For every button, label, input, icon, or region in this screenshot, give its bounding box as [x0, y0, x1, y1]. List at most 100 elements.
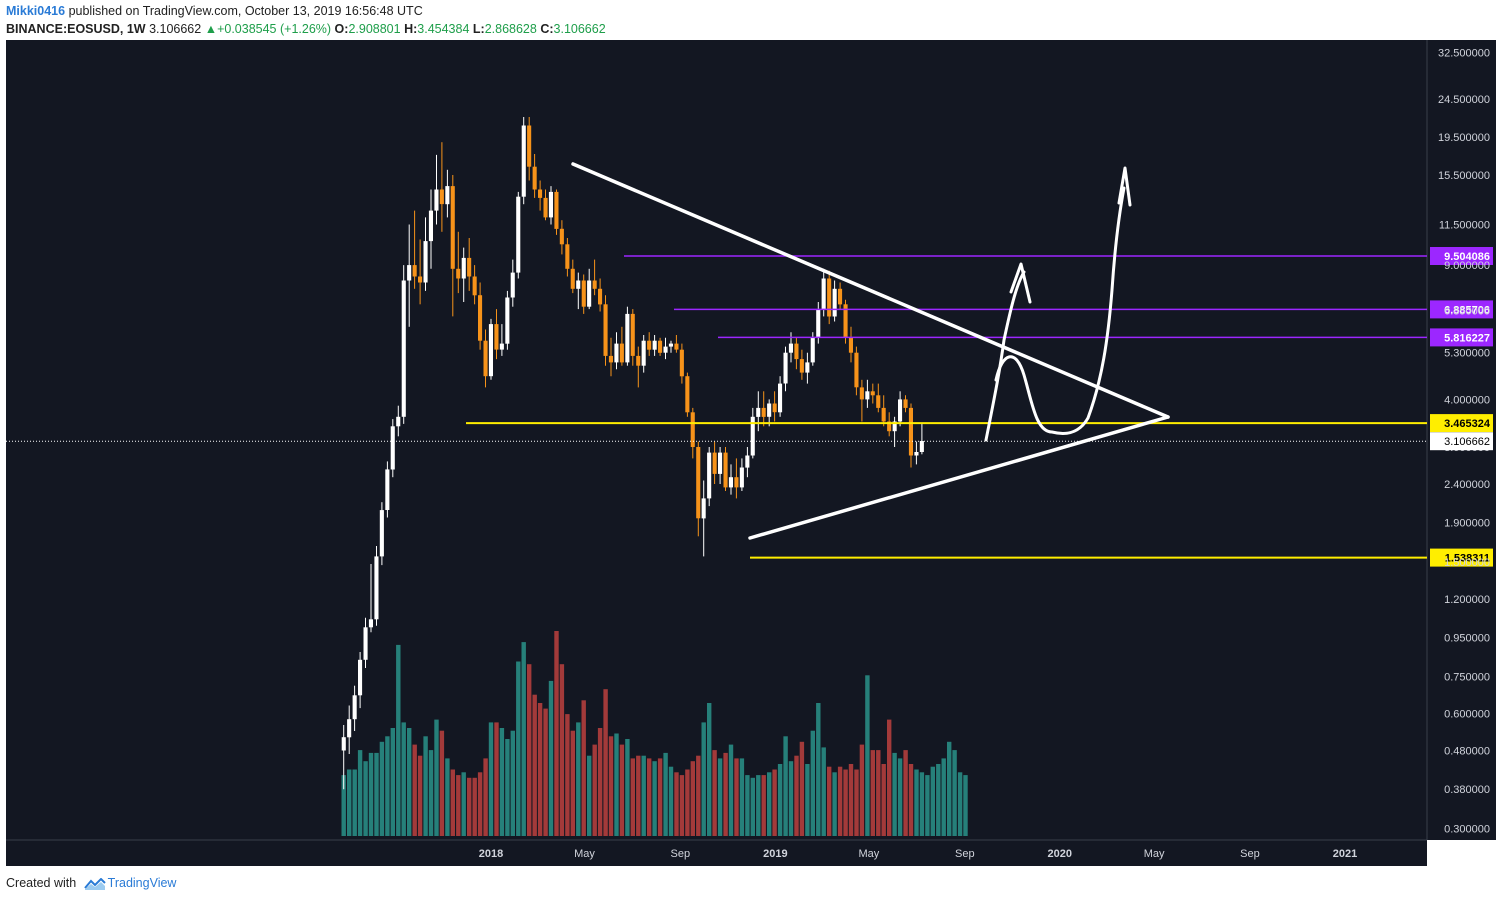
candle [559, 220, 564, 255]
volume-bar [925, 775, 930, 836]
price-level-label: 1.538311 [1445, 553, 1490, 565]
candle [428, 189, 433, 269]
volume-bar [636, 755, 641, 836]
candle [396, 405, 401, 437]
volume-bar [930, 766, 935, 836]
volume-bar [445, 758, 450, 836]
price-level-label: 6.885706 [1444, 304, 1490, 316]
volume-bar [570, 730, 575, 836]
candle [576, 272, 581, 310]
candle [707, 447, 712, 507]
candle [538, 180, 543, 211]
volume-bar [657, 758, 663, 836]
volume-bar [723, 752, 728, 836]
volume-bar [597, 728, 603, 836]
short-arrow-head-icon[interactable] [1009, 262, 1032, 304]
volume-bar [919, 772, 925, 836]
volume-bar [734, 758, 739, 836]
candle [750, 407, 755, 459]
tradingview-link[interactable]: TradingView [107, 876, 177, 890]
time-axis[interactable] [6, 840, 1427, 866]
volume-bar [434, 719, 439, 836]
volume-bar [527, 664, 532, 836]
volume-bar [805, 764, 810, 836]
candle [565, 238, 570, 277]
candle [652, 335, 657, 356]
long-projection-curve[interactable] [994, 186, 1126, 435]
volume-bar [581, 700, 586, 836]
volume-bar [374, 752, 379, 836]
volume-bar [554, 631, 559, 836]
volume-bar [827, 766, 832, 836]
candles [341, 117, 924, 790]
volume-bar [510, 730, 515, 836]
candle [696, 441, 701, 537]
volume-bar [745, 775, 750, 836]
price-scale-labels: 9.504086 6.885706 5.816227 3.465324 1.538311… [1430, 47, 1493, 835]
candle [554, 189, 559, 235]
candle [527, 117, 532, 181]
volume-bar [870, 750, 875, 836]
volume-bar [423, 736, 428, 836]
created-with-text: Created with [6, 876, 77, 890]
volume-bar [887, 719, 892, 836]
volume-bars [341, 631, 968, 836]
volume-bar [772, 769, 777, 836]
volume-bar [963, 775, 968, 836]
volume-bar [630, 758, 635, 836]
candle [821, 268, 826, 317]
volume-bar [897, 758, 903, 836]
candle [854, 346, 859, 396]
price-tick-label: 0.600000 [1444, 709, 1490, 721]
chart-header: Mikki0416 published on TradingView.com, … [6, 4, 1496, 40]
price-level-label: 5.816227 [1444, 332, 1490, 344]
drawings [571, 162, 1170, 540]
candle [608, 337, 613, 377]
volume-bar [794, 755, 799, 836]
short-projection-arrow[interactable] [984, 270, 1026, 442]
price-tick-label: 0.750000 [1444, 672, 1490, 684]
candle [374, 546, 379, 626]
price-tick-label: 0.950000 [1444, 632, 1490, 644]
tradingview-logo-icon[interactable] [83, 877, 106, 890]
author-link[interactable]: Mikki0416 [6, 4, 66, 18]
long-arrow-head-icon[interactable] [1117, 166, 1132, 207]
candle [734, 458, 739, 499]
candle [603, 295, 608, 366]
candle [739, 458, 744, 491]
time-tick-label: Sep [1240, 848, 1260, 860]
candle [418, 239, 423, 305]
plot-area[interactable] [6, 40, 1427, 840]
candle [494, 309, 499, 360]
candle [908, 403, 913, 468]
price-level-label: 3.465324 [1444, 418, 1491, 430]
candle [838, 282, 843, 310]
volume-bar [499, 728, 505, 836]
time-tick-label: 2021 [1333, 848, 1357, 860]
candle [407, 224, 412, 327]
volume-bar [505, 739, 510, 836]
triangle-upper-trendline[interactable] [571, 162, 1170, 419]
price-chart[interactable]: 9.504086 6.885706 5.816227 3.465324 1.538311… [6, 40, 1496, 866]
volume-bar [756, 775, 761, 836]
candle [358, 652, 363, 709]
volume-bar [750, 777, 755, 836]
candle [685, 372, 690, 417]
candle [341, 725, 346, 790]
candle [625, 306, 630, 366]
publish-line: Mikki0416 published on TradingView.com, … [6, 4, 423, 18]
volume-bar [467, 777, 472, 836]
triangle-lower-trendline[interactable] [748, 415, 1170, 540]
volume-bar [439, 730, 445, 836]
candle [690, 407, 695, 459]
price-tick-label: 15.500000 [1438, 170, 1490, 182]
volume-bar [537, 703, 543, 836]
candle [570, 259, 575, 294]
published-text: published on TradingView.com, October 13… [68, 4, 423, 18]
price-level-tag [1430, 414, 1493, 433]
volume-bar [679, 775, 685, 836]
volume-bar [767, 772, 772, 836]
open-value: 2.908801 [348, 22, 401, 36]
candle [363, 617, 368, 668]
candle [401, 265, 406, 424]
